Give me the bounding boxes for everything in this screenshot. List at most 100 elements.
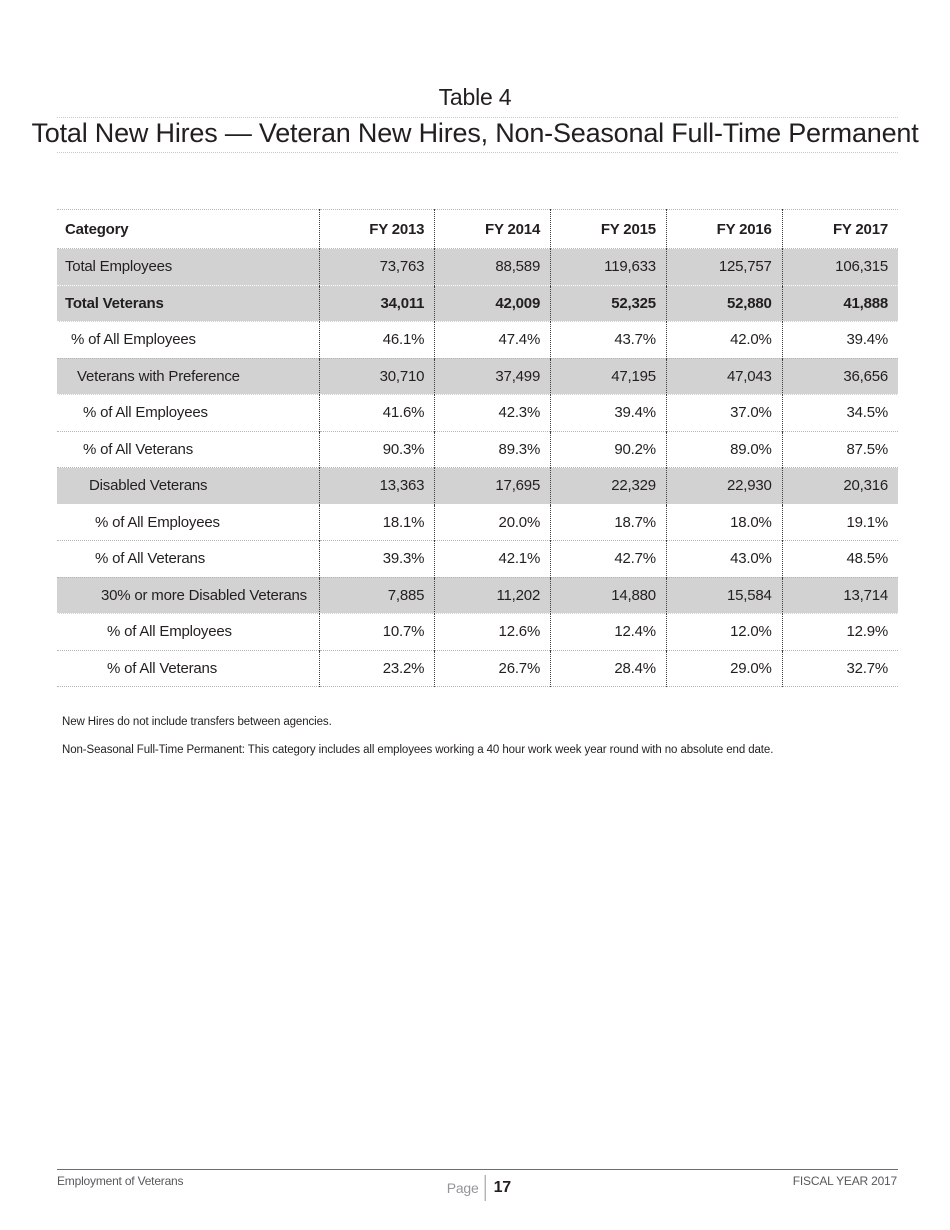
- row-category-label: % of All Employees: [71, 331, 196, 349]
- row-value-cell: 46.1%: [318, 321, 435, 358]
- row-value-cell: 17,695: [434, 467, 551, 504]
- row-value-cell: 47,195: [550, 358, 667, 395]
- page-label: Page: [446, 1180, 479, 1196]
- row-value-cell: 12.0%: [665, 613, 783, 650]
- row-value-cell: 20,316: [781, 467, 898, 504]
- row-value-cell: 125,757: [665, 248, 783, 285]
- table-row: % of All Veterans 90.3% 89.3% 90.2% 89.0% 87.…: [57, 431, 898, 468]
- footer-fiscal-year: FISCAL YEAR 2017: [792, 1174, 897, 1188]
- row-value-cell: 42.7%: [550, 540, 667, 577]
- veteran-new-hires-table: Category FY 2013 FY 2014 FY 2015 FY 2016 FY 2…: [57, 209, 898, 687]
- row-value-cell: 18.7%: [550, 504, 667, 541]
- row-value-cell: 12.4%: [550, 613, 667, 650]
- title-top-divider: [57, 117, 898, 118]
- row-value-cell: 29.0%: [665, 650, 783, 687]
- row-value-cell: 18.0%: [665, 504, 783, 541]
- row-value-cell: 18.1%: [318, 504, 435, 541]
- page-number: 17: [493, 1179, 512, 1196]
- row-value-cell: 22,930: [665, 467, 783, 504]
- row-value-cell: 47.4%: [434, 321, 551, 358]
- row-value-cell: 39.4%: [781, 321, 898, 358]
- table-header-row: Category FY 2013 FY 2014 FY 2015 FY 2016 FY 2…: [57, 209, 898, 249]
- row-value-cell: 43.0%: [665, 540, 783, 577]
- row-value-cell: 14,880: [550, 577, 667, 614]
- row-value-cell: 106,315: [781, 248, 898, 285]
- row-value-cell: 47,043: [665, 358, 783, 395]
- title-bottom-divider: [57, 152, 898, 153]
- row-value-cell: 34.5%: [781, 394, 898, 431]
- table-row: % of All Employees 18.1% 20.0% 18.7% 18.0% 19…: [57, 504, 898, 541]
- column-header-category: Category: [65, 220, 129, 238]
- row-value-cell: 26.7%: [434, 650, 551, 687]
- table-row: Total Veterans 34,011 42,009 52,325 52,880 41…: [57, 285, 898, 322]
- table-row: % of All Employees 46.1% 47.4% 43.7% 42.0% 39…: [57, 321, 898, 358]
- row-category-label: Total Employees: [65, 258, 173, 276]
- table-row: % of All Employees 10.7% 12.6% 12.4% 12.0% 12…: [57, 613, 898, 650]
- column-header-fiscal-year: FY 2016: [665, 209, 783, 249]
- row-value-cell: 42.3%: [434, 394, 551, 431]
- table-row: Disabled Veterans 13,363 17,695 22,329 22,93…: [57, 467, 898, 504]
- row-category-label: Total Veterans: [65, 294, 164, 312]
- footnote-non-seasonal: Non-Seasonal Full-Time Permanent: This c…: [62, 744, 774, 756]
- row-value-cell: 19.1%: [781, 504, 898, 541]
- footer-document-title: Employment of Veterans: [57, 1174, 184, 1188]
- row-value-cell: 87.5%: [781, 431, 898, 468]
- row-value-cell: 42,009: [434, 285, 551, 322]
- row-value-cell: 13,714: [781, 577, 898, 614]
- row-value-cell: 42.0%: [665, 321, 783, 358]
- table-row: Total Employees 73,763 88,589 119,633 125,75…: [57, 248, 898, 285]
- table-row: % of All Employees 41.6% 42.3% 39.4% 37.0% 34…: [57, 394, 898, 431]
- row-value-cell: 119,633: [550, 248, 667, 285]
- row-value-cell: 73,763: [318, 248, 435, 285]
- row-value-cell: 43.7%: [550, 321, 667, 358]
- row-value-cell: 89.3%: [434, 431, 551, 468]
- table-row: 30% or more Disabled Veterans 7,885 11,202…: [57, 577, 898, 614]
- row-value-cell: 42.1%: [434, 540, 551, 577]
- row-value-cell: 12.6%: [434, 613, 551, 650]
- row-value-cell: 22,329: [550, 467, 667, 504]
- row-category-label: % of All Employees: [107, 623, 232, 641]
- table-number-heading: Table 4: [438, 84, 512, 110]
- row-value-cell: 39.3%: [318, 540, 435, 577]
- page-number-divider: [484, 1175, 486, 1201]
- row-category-label: Disabled Veterans: [89, 477, 208, 495]
- row-value-cell: 34,011: [318, 285, 435, 322]
- row-value-cell: 89.0%: [665, 431, 783, 468]
- row-value-cell: 12.9%: [781, 613, 898, 650]
- row-value-cell: 13,363: [318, 467, 435, 504]
- row-value-cell: 37.0%: [665, 394, 783, 431]
- row-value-cell: 88,589: [434, 248, 551, 285]
- table-row: % of All Veterans 23.2% 26.7% 28.4% 29.0% 32.…: [57, 650, 898, 687]
- footnote-new-hires: New Hires do not include transfers betwe…: [62, 716, 332, 728]
- row-value-cell: 36,656: [781, 358, 898, 395]
- row-value-cell: 10.7%: [318, 613, 435, 650]
- row-value-cell: 11,202: [434, 577, 551, 614]
- row-value-cell: 39.4%: [550, 394, 667, 431]
- row-category-label: % of All Veterans: [83, 440, 194, 458]
- column-header-fiscal-year: FY 2015: [550, 209, 667, 249]
- row-value-cell: 90.2%: [550, 431, 667, 468]
- column-header-fiscal-year: FY 2017: [781, 209, 898, 249]
- row-value-cell: 52,325: [550, 285, 667, 322]
- footer-divider: [57, 1169, 898, 1170]
- row-value-cell: 32.7%: [781, 650, 898, 687]
- row-value-cell: 41.6%: [318, 394, 435, 431]
- row-category-label: % of All Employees: [95, 513, 220, 531]
- row-value-cell: 23.2%: [318, 650, 435, 687]
- table-row: Veterans with Preference 30,710 37,499 47,1…: [57, 358, 898, 395]
- row-value-cell: 30,710: [318, 358, 435, 395]
- row-value-cell: 37,499: [434, 358, 551, 395]
- footer-page-indicator: Page 17: [447, 1175, 511, 1201]
- row-value-cell: 20.0%: [434, 504, 551, 541]
- row-category-label: 30% or more Disabled Veterans: [101, 586, 307, 604]
- row-value-cell: 90.3%: [318, 431, 435, 468]
- row-value-cell: 28.4%: [550, 650, 667, 687]
- table-title-heading: Total New Hires — Veteran New Hires, Non…: [31, 118, 919, 148]
- row-value-cell: 52,880: [665, 285, 783, 322]
- column-header-fiscal-year: FY 2014: [434, 209, 551, 249]
- row-value-cell: 7,885: [318, 577, 435, 614]
- row-value-cell: 15,584: [665, 577, 783, 614]
- column-header-fiscal-year: FY 2013: [318, 209, 435, 249]
- row-category-label: % of All Veterans: [95, 550, 206, 568]
